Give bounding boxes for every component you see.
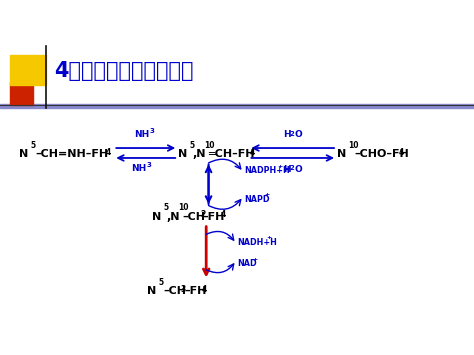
Text: 5: 5 <box>30 141 36 150</box>
Text: H: H <box>283 130 291 140</box>
Text: 5: 5 <box>163 203 168 212</box>
Text: 4: 4 <box>399 148 404 157</box>
Text: NAPD: NAPD <box>244 195 270 204</box>
Bar <box>10 82 33 105</box>
Text: 2: 2 <box>200 211 205 219</box>
Text: N: N <box>147 286 156 296</box>
Text: 3: 3 <box>147 162 152 168</box>
Text: 3: 3 <box>181 285 186 294</box>
Text: +: + <box>264 192 269 197</box>
Text: O: O <box>294 130 302 140</box>
Text: –CH: –CH <box>182 212 206 222</box>
Text: 3: 3 <box>149 128 154 134</box>
Text: –CH: –CH <box>163 286 186 296</box>
Text: 4．一碳单位的相互转变: 4．一碳单位的相互转变 <box>55 61 194 81</box>
Text: ═CH–FH: ═CH–FH <box>209 149 255 159</box>
Text: 5: 5 <box>189 141 194 150</box>
Text: 4: 4 <box>221 211 226 219</box>
Text: 10: 10 <box>204 141 215 150</box>
Text: 4: 4 <box>105 148 110 157</box>
Text: 5: 5 <box>158 278 164 287</box>
Text: 2: 2 <box>290 131 295 137</box>
Text: 4: 4 <box>202 285 207 294</box>
Text: NH: NH <box>131 164 147 173</box>
Text: ,N: ,N <box>166 212 180 222</box>
Text: ,N: ,N <box>192 149 206 159</box>
Text: +: + <box>266 235 272 240</box>
Text: +: + <box>253 257 258 262</box>
Bar <box>10 55 46 85</box>
Text: O: O <box>294 165 302 174</box>
Text: –FH: –FH <box>203 212 225 222</box>
Text: –CHO–FH: –CHO–FH <box>355 149 410 159</box>
Text: H: H <box>283 165 291 174</box>
Text: 10: 10 <box>348 141 358 150</box>
Text: –FH: –FH <box>184 286 206 296</box>
Text: 4: 4 <box>250 148 255 157</box>
Text: NADPH+H: NADPH+H <box>244 166 290 175</box>
Text: +: + <box>277 164 283 169</box>
Text: N: N <box>19 149 28 159</box>
Text: NADH+H: NADH+H <box>237 237 277 247</box>
Bar <box>0 104 474 108</box>
Text: NH: NH <box>134 130 149 140</box>
Text: N: N <box>178 149 187 159</box>
Text: NAD: NAD <box>237 259 256 268</box>
Text: –CH=NH–FH: –CH=NH–FH <box>35 149 108 159</box>
Text: N: N <box>152 212 161 222</box>
Text: 10: 10 <box>178 203 189 212</box>
Text: N: N <box>337 149 346 159</box>
Text: 2: 2 <box>290 165 295 171</box>
